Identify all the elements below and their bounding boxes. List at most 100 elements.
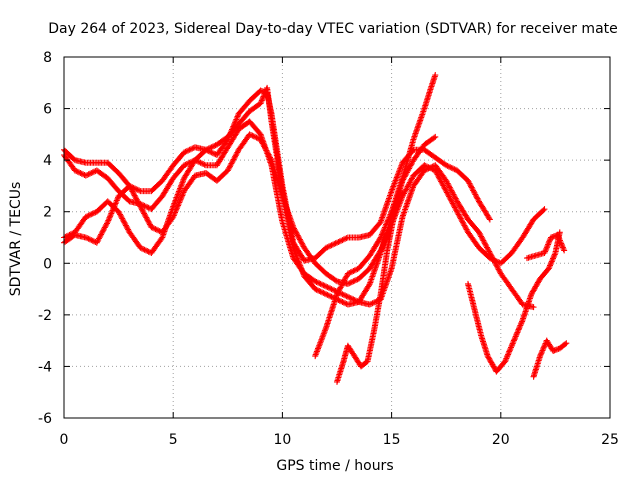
data-marker [89, 210, 96, 217]
data-marker [484, 244, 490, 251]
data-marker [205, 145, 212, 152]
series-track-7 [465, 229, 563, 375]
data-marker [211, 143, 218, 149]
x-tick-label: 0 [60, 432, 69, 448]
data-marker [386, 213, 393, 219]
data-marker [548, 258, 555, 265]
data-marker [143, 214, 150, 221]
data-marker [546, 238, 553, 245]
data-marker [88, 211, 95, 218]
data-marker [344, 270, 351, 277]
data-marker [486, 355, 493, 362]
data-marker [312, 286, 319, 293]
data-marker [319, 281, 325, 288]
data-marker [432, 133, 439, 140]
data-marker [401, 190, 407, 197]
data-marker [370, 299, 377, 306]
data-marker [295, 258, 302, 265]
y-tick-label: 2 [43, 205, 52, 221]
data-marker [73, 168, 80, 175]
data-marker [204, 146, 211, 153]
data-marker [351, 277, 358, 284]
data-marker [406, 165, 413, 172]
data-marker [510, 339, 517, 345]
data-marker [548, 259, 555, 266]
data-marker [545, 265, 552, 272]
data-marker [429, 166, 436, 173]
data-marker [323, 283, 330, 290]
data-marker [335, 239, 342, 245]
data-marker [448, 164, 455, 171]
data-marker [381, 225, 388, 232]
data-marker [471, 190, 478, 197]
data-marker [85, 235, 92, 242]
data-marker [181, 162, 188, 169]
data-marker [347, 295, 354, 302]
data-marker [114, 196, 121, 203]
data-marker [545, 240, 552, 247]
data-marker [89, 169, 96, 176]
data-marker [555, 233, 562, 240]
data-marker [106, 214, 113, 221]
data-marker [377, 234, 384, 241]
data-marker [349, 279, 355, 285]
data-marker [69, 230, 76, 237]
data-marker [344, 293, 351, 300]
data-marker [89, 237, 96, 244]
data-marker [530, 287, 537, 294]
data-marker [507, 345, 514, 352]
data-marker [488, 255, 495, 262]
data-marker [82, 172, 89, 179]
data-marker [538, 348, 545, 355]
data-marker [200, 161, 207, 167]
data-marker [98, 230, 105, 236]
data-marker [346, 280, 353, 287]
data-marker [135, 199, 142, 206]
data-marker [486, 248, 493, 255]
data-marker [246, 131, 253, 138]
data-marker [294, 232, 301, 239]
data-marker [344, 280, 351, 287]
data-marker [481, 240, 488, 247]
data-marker [556, 236, 563, 243]
data-marker [189, 145, 196, 152]
data-marker [141, 202, 148, 209]
data-marker [388, 210, 394, 217]
data-marker [328, 242, 335, 249]
data-marker [94, 238, 101, 245]
data-marker [316, 288, 323, 294]
data-marker [122, 221, 129, 228]
data-marker [505, 351, 512, 358]
data-marker [550, 254, 557, 261]
data-marker [442, 186, 449, 193]
data-marker [378, 231, 385, 238]
data-marker [249, 132, 256, 139]
data-marker [107, 213, 114, 220]
data-marker [88, 237, 95, 244]
data-marker [252, 133, 259, 140]
data-marker [550, 348, 557, 354]
data-marker [515, 328, 521, 334]
grid [64, 57, 610, 418]
data-marker [142, 247, 149, 254]
data-marker [130, 189, 137, 196]
data-marker [84, 172, 91, 178]
data-marker [152, 226, 159, 233]
data-marker [334, 239, 340, 246]
data-marker [125, 226, 132, 233]
y-tick-label: -4 [38, 359, 52, 375]
data-marker [473, 194, 480, 201]
data-marker [149, 224, 156, 231]
data-marker [503, 355, 510, 362]
data-marker [381, 207, 388, 214]
data-marker [331, 240, 338, 247]
data-marker [353, 277, 360, 283]
data-marker [450, 165, 456, 172]
data-marker [537, 353, 544, 360]
data-marker [380, 227, 387, 234]
data-marker [425, 164, 432, 171]
data-marker [76, 169, 82, 176]
data-marker [321, 290, 328, 297]
data-marker [338, 283, 345, 289]
data-marker [340, 291, 347, 298]
